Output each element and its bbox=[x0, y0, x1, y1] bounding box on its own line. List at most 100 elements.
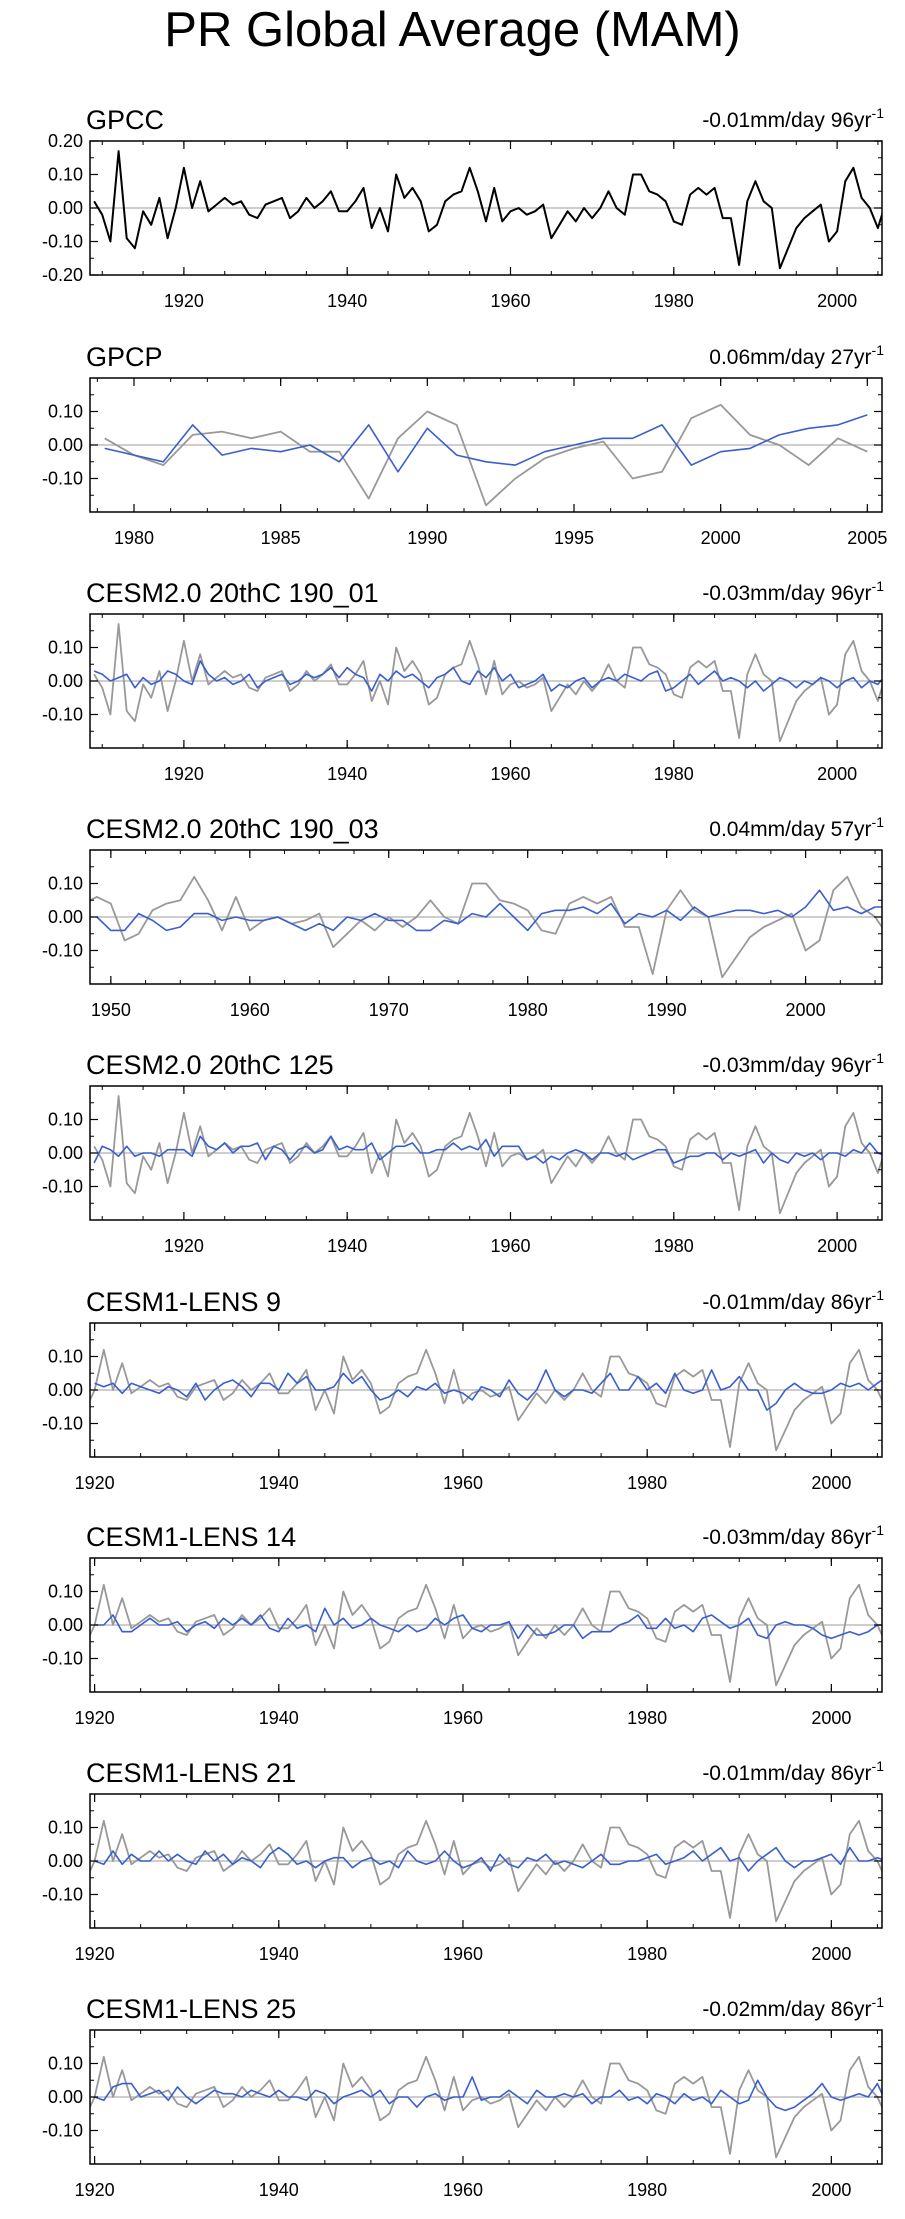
x-tick-label: 1980 bbox=[627, 2180, 667, 2200]
trend-label: -0.01mm/day 86yr-1 bbox=[702, 1758, 884, 1785]
panel-title: CESM1-LENS 25 bbox=[86, 1994, 296, 2024]
x-tick-label: 1920 bbox=[164, 1236, 204, 1256]
panel-title: CESM1-LENS 14 bbox=[86, 1522, 296, 1552]
x-tick-label: 1920 bbox=[164, 764, 204, 784]
panel-1: GPCC -0.01mm/day 96yr-1 0.20 0.10 0.00 -0.10 -… bbox=[42, 105, 884, 311]
x-tick-label: 1940 bbox=[259, 1708, 299, 1728]
y-tick-label: 0.00 bbox=[48, 2087, 83, 2107]
panel-9: CESM1-LENS 25 -0.02mm/day 86yr-1 0.10 0.00 -… bbox=[42, 1994, 884, 2200]
y-tick-label: 0.10 bbox=[48, 874, 83, 894]
x-tick-label: 1980 bbox=[627, 1708, 667, 1728]
series-line-reference bbox=[90, 875, 882, 979]
y-tick-label: 0.10 bbox=[48, 638, 83, 658]
trend-label: -0.01mm/day 96yr-1 bbox=[702, 105, 884, 132]
trend-label: 0.06mm/day 27yr-1 bbox=[709, 342, 884, 369]
y-tick-label: 0.00 bbox=[48, 907, 83, 927]
panel-5: CESM2.0 20thC 125 -0.03mm/day 96yr-1 0.10 0… bbox=[42, 1050, 884, 1256]
trend-label: -0.01mm/day 86yr-1 bbox=[702, 1287, 884, 1314]
x-tick-label: 1940 bbox=[327, 1236, 367, 1256]
y-tick-label: -0.20 bbox=[42, 265, 83, 285]
x-tick-label: 1940 bbox=[259, 2180, 299, 2200]
x-tick-label: 2000 bbox=[701, 528, 741, 548]
series-line-reference bbox=[90, 1348, 882, 1452]
y-tick-label: -0.10 bbox=[42, 1649, 83, 1669]
x-tick-label: 1980 bbox=[627, 1473, 667, 1493]
series-line-reference bbox=[93, 623, 882, 743]
series-line-reference bbox=[90, 2055, 882, 2159]
series-line-observed bbox=[93, 150, 882, 270]
y-tick-label: 0.10 bbox=[48, 1818, 83, 1838]
x-tick-label: 2000 bbox=[811, 1944, 851, 1964]
y-tick-label: -0.10 bbox=[42, 1414, 83, 1434]
y-tick-label: -0.10 bbox=[42, 232, 83, 252]
trend-label: -0.03mm/day 86yr-1 bbox=[702, 1522, 884, 1549]
x-tick-label: 1980 bbox=[627, 1944, 667, 1964]
x-tick-label: 2000 bbox=[817, 1236, 857, 1256]
y-tick-label: -0.10 bbox=[42, 941, 83, 961]
x-tick-label: 1920 bbox=[75, 1473, 115, 1493]
x-tick-label: 2000 bbox=[786, 1000, 826, 1020]
x-tick-label: 1995 bbox=[554, 528, 594, 548]
y-tick-label: 0.00 bbox=[48, 671, 83, 691]
y-tick-label: 0.00 bbox=[48, 1615, 83, 1635]
y-tick-label: 0.10 bbox=[48, 2054, 83, 2074]
y-tick-label: 0.20 bbox=[48, 131, 83, 151]
series-line-model bbox=[94, 1369, 882, 1411]
x-tick-label: 1940 bbox=[327, 291, 367, 311]
series-line-model bbox=[96, 889, 882, 932]
trend-label: -0.03mm/day 96yr-1 bbox=[702, 578, 884, 605]
panel-title: CESM2.0 20thC 190_01 bbox=[86, 578, 379, 608]
y-tick-label: 0.10 bbox=[48, 1110, 83, 1130]
panel-4: CESM2.0 20thC 190_03 0.04mm/day 57yr-1 0.1… bbox=[42, 814, 884, 1020]
y-tick-label: 0.10 bbox=[48, 1347, 83, 1367]
y-tick-label: 0.10 bbox=[48, 1582, 83, 1602]
x-tick-label: 1980 bbox=[654, 291, 694, 311]
trend-label: 0.04mm/day 57yr-1 bbox=[709, 814, 884, 841]
series-line-model bbox=[94, 1846, 882, 1872]
trend-label: -0.02mm/day 86yr-1 bbox=[702, 1994, 884, 2021]
panel-title: CESM2.0 20thC 190_03 bbox=[86, 814, 379, 844]
panel-8: CESM1-LENS 21 -0.01mm/day 86yr-1 0.10 0.00 -… bbox=[42, 1758, 884, 1964]
series-line-reference bbox=[90, 1819, 882, 1923]
x-tick-label: 1985 bbox=[261, 528, 301, 548]
x-tick-label: 1970 bbox=[369, 1000, 409, 1020]
x-tick-label: 1960 bbox=[443, 1473, 483, 1493]
y-tick-label: -0.10 bbox=[42, 1177, 83, 1197]
x-tick-label: 1950 bbox=[91, 1000, 131, 1020]
series-line-model bbox=[94, 1607, 882, 1640]
figure-title: PR Global Average (MAM) bbox=[164, 3, 741, 57]
y-tick-label: -0.10 bbox=[42, 705, 83, 725]
x-tick-label: 1960 bbox=[490, 764, 530, 784]
y-tick-label: 0.10 bbox=[48, 165, 83, 185]
x-tick-label: 1940 bbox=[327, 764, 367, 784]
x-tick-label: 1920 bbox=[164, 291, 204, 311]
panel-title: GPCP bbox=[86, 342, 163, 372]
x-tick-label: 1920 bbox=[75, 1708, 115, 1728]
y-tick-label: 0.00 bbox=[48, 198, 83, 218]
panel-6: CESM1-LENS 9 -0.01mm/day 86yr-1 0.10 0.00 -0… bbox=[42, 1287, 884, 1493]
x-tick-label: 1920 bbox=[75, 1944, 115, 1964]
x-tick-label: 1990 bbox=[647, 1000, 687, 1020]
x-tick-label: 2005 bbox=[847, 528, 887, 548]
x-tick-label: 1960 bbox=[490, 291, 530, 311]
series-line-model bbox=[93, 660, 882, 692]
panel-title: CESM1-LENS 9 bbox=[86, 1287, 281, 1317]
y-tick-label: -0.10 bbox=[42, 469, 83, 489]
x-tick-label: 1980 bbox=[114, 528, 154, 548]
y-tick-label: -0.10 bbox=[42, 2121, 83, 2141]
series-line-reference bbox=[90, 1583, 882, 1687]
panel-title: GPCC bbox=[86, 105, 164, 135]
y-tick-label: -0.10 bbox=[42, 1885, 83, 1905]
x-tick-label: 1920 bbox=[75, 2180, 115, 2200]
panel-2: GPCP 0.06mm/day 27yr-1 0.10 0.00 -0.10 1980 19… bbox=[42, 342, 887, 548]
x-tick-label: 1960 bbox=[443, 1708, 483, 1728]
x-tick-label: 1940 bbox=[259, 1473, 299, 1493]
x-tick-label: 1960 bbox=[443, 1944, 483, 1964]
series-line-model bbox=[104, 414, 868, 473]
x-tick-label: 1980 bbox=[654, 764, 694, 784]
x-tick-label: 2000 bbox=[817, 291, 857, 311]
trend-label: -0.03mm/day 96yr-1 bbox=[702, 1050, 884, 1077]
y-tick-label: 0.00 bbox=[48, 1380, 83, 1400]
x-tick-label: 1940 bbox=[259, 1944, 299, 1964]
